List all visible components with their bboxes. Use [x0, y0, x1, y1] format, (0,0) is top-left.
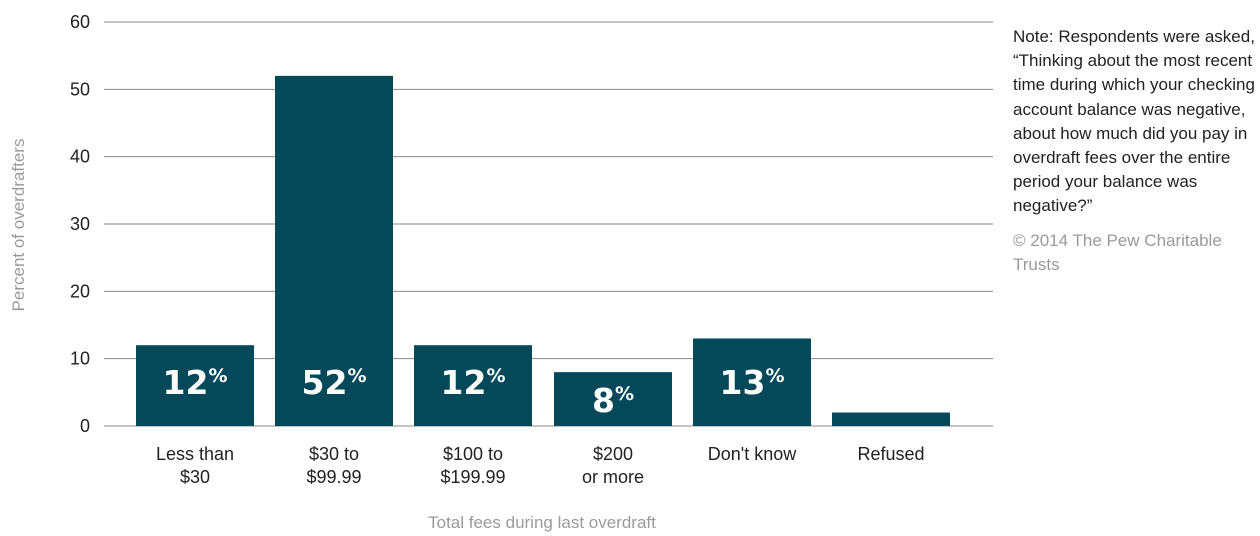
bar-data-label: 8% — [592, 381, 634, 420]
y-tick-label: 40 — [70, 147, 90, 167]
x-axis-categories: Less than $30 $30 to $99.99 $100 to $199.99 $2… — [156, 444, 925, 487]
y-tick-label: 10 — [70, 349, 90, 369]
bar-data-label: 2% — [870, 422, 912, 461]
y-axis-title: Percent of overdrafters — [9, 139, 28, 312]
x-category-label: $30 to $99.99 — [306, 444, 361, 487]
bar-data-label: 52% — [302, 363, 367, 402]
y-tick-label: 0 — [80, 416, 90, 436]
bar-chart: 12% 52% 12% 8% 13% 2% 0 10 20 30 40 50 60 Less than… — [9, 12, 993, 532]
y-tick-label: 20 — [70, 281, 90, 301]
y-axis-ticks: 0 10 20 30 40 50 60 — [70, 12, 90, 436]
x-category-label: Refused — [857, 444, 924, 464]
bar — [693, 338, 811, 426]
x-category-label: $100 to $199.99 — [440, 444, 505, 487]
bar — [832, 412, 950, 426]
bar-data-label: 13% — [720, 363, 785, 402]
note-block: Note: Respondents were asked, “Thinking … — [1013, 25, 1258, 277]
x-axis-title: Total fees during last overdraft — [428, 513, 656, 532]
x-category-label: Don't know — [708, 444, 797, 464]
bar-data-label: 12% — [163, 363, 228, 402]
bars: 12% 52% 12% 8% 13% 2% — [136, 75, 950, 461]
bar — [136, 345, 254, 426]
y-tick-label: 30 — [70, 214, 90, 234]
x-category-label: $200 or more — [582, 444, 644, 487]
bar — [554, 372, 672, 426]
y-tick-label: 50 — [70, 79, 90, 99]
bar — [275, 75, 393, 426]
bar — [414, 345, 532, 426]
bar-data-label: 12% — [441, 363, 506, 402]
copyright-text: © 2014 The Pew Charitable Trusts — [1013, 230, 1222, 274]
y-tick-label: 60 — [70, 12, 90, 32]
x-category-label: Less than $30 — [156, 444, 234, 487]
note-text: Note: Respondents were asked, “Thinking … — [1013, 27, 1255, 216]
